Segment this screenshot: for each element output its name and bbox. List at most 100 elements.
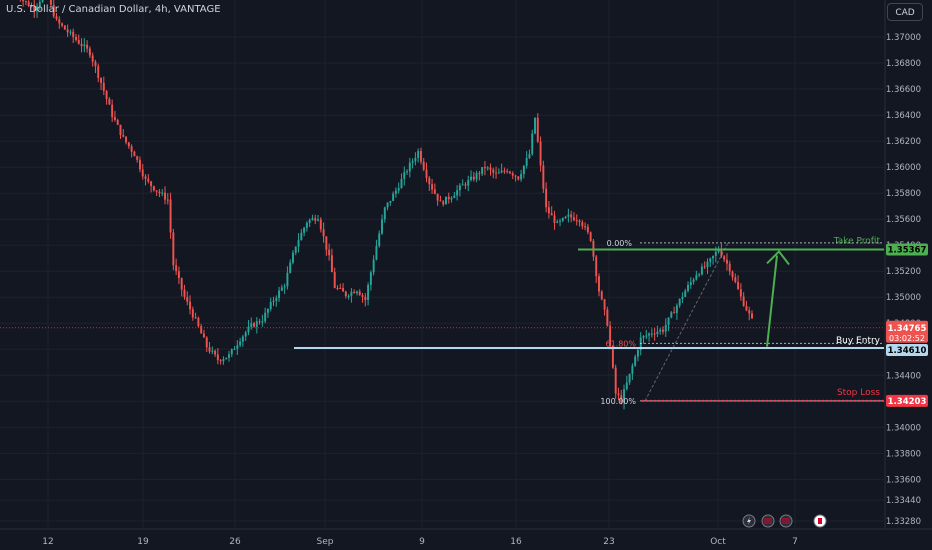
candle-body xyxy=(367,284,370,301)
candle-body xyxy=(286,272,289,287)
candle-body xyxy=(102,82,105,91)
candle-body xyxy=(38,1,41,7)
price-tick-label: 1.36800 xyxy=(886,59,921,69)
candle-body xyxy=(403,172,406,179)
price-tick-label: 1.34000 xyxy=(886,423,921,433)
candle-body xyxy=(228,354,230,358)
candle-body xyxy=(241,336,244,342)
candle-body xyxy=(200,326,203,334)
candle-body xyxy=(559,220,562,222)
take-profit-price-tag-bg xyxy=(886,243,928,256)
candle-body xyxy=(748,310,751,314)
candle-body xyxy=(578,220,581,223)
candle-body xyxy=(561,217,564,221)
time-tick-label[interactable]: 9 xyxy=(419,537,425,547)
candle-body xyxy=(211,350,214,352)
buy-entry-price-tag[interactable]: 1.34610 xyxy=(888,346,927,356)
candle-body xyxy=(247,326,250,333)
candle-body xyxy=(689,281,692,285)
candle-body xyxy=(481,167,484,174)
candle-body xyxy=(255,321,258,327)
grid xyxy=(0,0,884,528)
candle-body xyxy=(536,117,539,142)
price-tick-label: 1.34400 xyxy=(886,371,921,381)
take-profit-label: Take Profit xyxy=(833,236,881,246)
candle-body xyxy=(623,389,626,403)
candle-body xyxy=(372,259,375,273)
candle-body xyxy=(69,31,72,33)
candle-body xyxy=(581,222,584,227)
candle-body xyxy=(180,278,183,290)
price-tick-label: 1.35800 xyxy=(886,189,921,199)
candle-body xyxy=(300,232,303,241)
candle-body xyxy=(461,184,464,186)
time-tick-label[interactable]: Sep xyxy=(317,537,334,547)
time-tick-label[interactable]: 23 xyxy=(603,537,614,547)
target-arrow xyxy=(766,255,778,347)
currency-button[interactable]: CAD xyxy=(887,3,923,21)
candle-body xyxy=(172,232,175,266)
countdown-label[interactable]: 03:02:52 xyxy=(889,334,925,343)
candle-body xyxy=(656,331,659,335)
last-price-tag[interactable]: 1.34765 xyxy=(888,324,927,334)
candle-body xyxy=(294,246,297,253)
candle-body xyxy=(673,312,676,314)
candle-body xyxy=(570,214,573,218)
candle-body xyxy=(714,251,717,256)
time-tick-label[interactable]: 16 xyxy=(510,537,522,547)
candle-body xyxy=(219,360,222,362)
price-tick-label: 1.33600 xyxy=(886,475,921,485)
candle-body xyxy=(186,296,189,302)
price-tick-label: 1.36200 xyxy=(886,137,921,147)
candle-body xyxy=(611,346,614,368)
candle-body xyxy=(264,312,267,322)
candle-body xyxy=(464,184,467,186)
candle-body xyxy=(378,233,381,247)
time-tick-label[interactable]: 12 xyxy=(42,537,53,547)
bottom-icons[interactable] xyxy=(742,514,827,528)
candle-body xyxy=(41,0,44,2)
candle-body xyxy=(497,172,500,174)
candle-body xyxy=(342,288,345,292)
candle-body xyxy=(492,169,495,173)
take-profit-price-tag[interactable]: 1.35367 xyxy=(888,245,927,255)
price-tick-label: 1.35000 xyxy=(886,293,921,303)
candle-body xyxy=(125,136,128,143)
candle-body xyxy=(436,193,439,201)
candle-body xyxy=(350,291,353,296)
candle-body xyxy=(586,226,589,233)
candle-body xyxy=(230,349,233,355)
candle-body xyxy=(383,207,386,220)
candle-body xyxy=(358,291,361,296)
candle-body xyxy=(205,337,208,348)
candle-body xyxy=(600,291,603,300)
target-arrow-head xyxy=(766,249,790,266)
candle-body xyxy=(545,188,548,208)
candle-body xyxy=(328,249,331,256)
canada-flag-icon-glyph xyxy=(818,518,822,524)
candle-body xyxy=(322,229,325,237)
candle-body xyxy=(389,200,392,203)
time-tick-label[interactable]: 7 xyxy=(792,537,798,547)
candle-body xyxy=(130,146,133,152)
candle-body xyxy=(305,222,308,228)
candle-body xyxy=(61,23,64,26)
time-tick-label[interactable]: 26 xyxy=(229,537,241,547)
candle-body xyxy=(706,261,709,268)
candle-body xyxy=(63,25,66,30)
candle-body xyxy=(144,176,147,179)
candle-body xyxy=(233,348,236,350)
candle-body xyxy=(725,259,728,264)
stop-loss-price-tag[interactable]: 1.34203 xyxy=(888,397,927,407)
candle-body xyxy=(222,359,225,362)
candle-body xyxy=(355,291,358,294)
levels[interactable]: Take Profit Buy Entry Stop Loss 0.00% 61.80%… xyxy=(0,236,884,406)
time-tick-label[interactable]: 19 xyxy=(137,537,149,547)
candle-body xyxy=(261,321,264,323)
candle-body xyxy=(400,178,403,189)
price-axis[interactable]: 1.37000 1.36800 1.36600 1.36400 1.36200 1.360… xyxy=(886,33,928,527)
time-tick-label[interactable]: Oct xyxy=(710,537,726,547)
